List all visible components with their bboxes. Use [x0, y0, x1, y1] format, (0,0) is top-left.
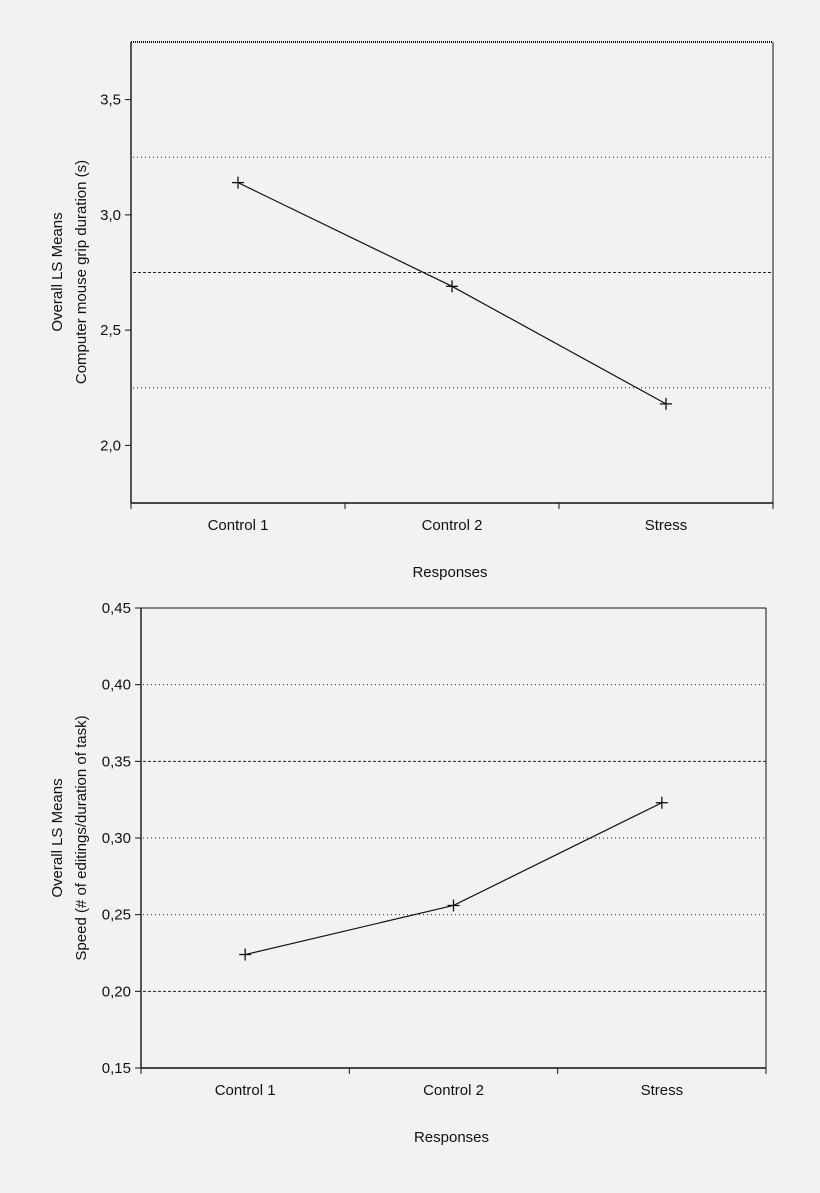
data-point [239, 948, 252, 961]
chart-2: 0,15 0,20 0,25 0,30 0,35 0,40 0,45 Control 1 Con… [49, 600, 767, 1146]
y-tick-label: 0,25 [102, 907, 131, 924]
y-tick-label: 3,0 [100, 207, 121, 224]
y-tick-label: 0,40 [102, 677, 131, 694]
y-axis-title: Overall LS Means [49, 212, 66, 331]
y-tick-label: 0,30 [102, 830, 131, 847]
y-tick-label: 2,0 [100, 437, 121, 454]
y-tick-label: 0,35 [102, 753, 131, 770]
y-axis-title: Computer mouse grip duration (s) [73, 160, 90, 384]
data-point [446, 280, 458, 293]
y-tick-label: 3,5 [100, 92, 121, 109]
x-tick-label: Control 2 [422, 517, 483, 534]
series-line [237, 182, 667, 405]
x-tick-label: Control 1 [215, 1082, 276, 1099]
x-axis-title: Responses [412, 564, 487, 581]
x-tick-label: Stress [641, 1082, 684, 1099]
series-line [245, 802, 663, 956]
y-tick-label: 0,45 [102, 600, 131, 617]
data-point [232, 176, 244, 189]
y-tick-label: 0,20 [102, 983, 131, 1000]
data-point [655, 796, 668, 809]
x-tick-label: Control 2 [423, 1082, 484, 1099]
y-tick-label: 0,15 [102, 1060, 131, 1077]
y-tick-label: 2,5 [100, 322, 121, 339]
y-axis-title: Overall LS Means [49, 778, 66, 897]
data-point [660, 397, 672, 410]
chart-1: 2,0 2,5 3,0 3,5 Control 1 Control 2 Stress Resp… [49, 41, 774, 581]
x-axis-title: Responses [414, 1129, 489, 1146]
y-axis-title: Speed (# of editings/duration of task) [73, 715, 90, 960]
x-tick-label: Control 1 [208, 517, 269, 534]
data-point [447, 899, 460, 912]
x-tick-label: Stress [645, 517, 688, 534]
